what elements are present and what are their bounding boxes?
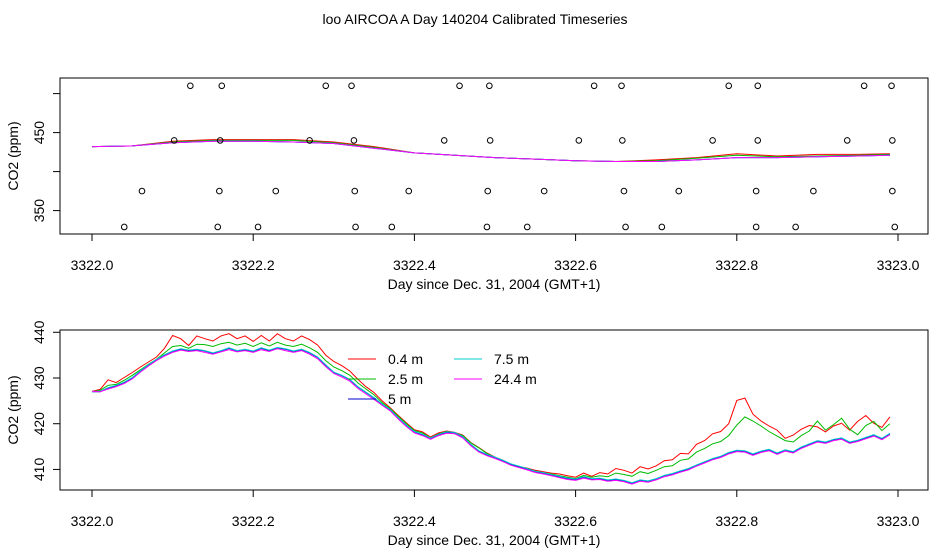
series-line-3 xyxy=(91,346,891,484)
data-point xyxy=(350,137,358,144)
x-tick-label: 3322.6 xyxy=(554,257,597,273)
x-tick-label: 3322.4 xyxy=(393,257,436,273)
data-point xyxy=(214,223,222,231)
data-point xyxy=(486,137,494,144)
x-tick-label: 3322.8 xyxy=(715,257,758,273)
data-point xyxy=(754,137,762,144)
data-point xyxy=(351,187,359,195)
data-point xyxy=(540,187,548,195)
x-tick-label: 3323.0 xyxy=(877,513,920,529)
x-tick-label: 3322.4 xyxy=(393,513,436,529)
data-point xyxy=(523,223,531,231)
data-point xyxy=(810,187,817,195)
figure-title: loo AIRCOA A Day 140204 Calibrated Times… xyxy=(322,11,627,27)
top-plot-frame xyxy=(59,77,929,235)
data-point xyxy=(322,82,330,90)
data-point xyxy=(486,82,493,90)
data-point xyxy=(306,137,313,144)
y-tick-label: 450 xyxy=(31,121,47,145)
data-point xyxy=(254,223,262,231)
data-point xyxy=(889,187,896,195)
data-point xyxy=(618,82,625,90)
y-tick-label: 410 xyxy=(31,458,47,482)
legend-label: 7.5 m xyxy=(494,351,529,367)
data-point xyxy=(709,137,716,144)
top-x-axis: 3322.0 3322.2 3322.4 3322.6 3322.8 3323.0 xyxy=(71,234,920,273)
data-point xyxy=(752,187,760,195)
bottom-y-axis: 410 420 430 440 xyxy=(31,320,60,481)
data-point xyxy=(405,187,413,195)
series-line-4 xyxy=(91,140,890,162)
series-line-2 xyxy=(91,140,890,162)
data-point xyxy=(388,223,396,231)
data-point xyxy=(575,137,583,144)
legend-label: 24.4 m xyxy=(494,371,537,387)
legend: 0.4 m 2.5 m 5 m 7.5 m 24.4 m xyxy=(348,351,537,407)
top-series-lines xyxy=(91,139,890,163)
data-point xyxy=(440,137,448,144)
x-tick-label: 3323.0 xyxy=(877,257,920,273)
series-line-3 xyxy=(91,140,890,162)
x-tick-label: 3322.0 xyxy=(71,513,114,529)
top-points xyxy=(120,82,899,231)
y-tick-label: 350 xyxy=(31,199,47,223)
data-point xyxy=(860,82,868,90)
series-line-4 xyxy=(91,348,891,485)
data-point xyxy=(272,187,280,195)
series-line-1 xyxy=(91,341,891,480)
bottom-x-axis: 3322.0 3322.2 3322.4 3322.6 3322.8 3323.0 xyxy=(71,490,920,529)
bottom-x-axis-label: Day since Dec. 31, 2004 (GMT+1) xyxy=(388,532,601,548)
data-point xyxy=(754,82,762,90)
x-tick-label: 3322.0 xyxy=(71,257,114,273)
data-point xyxy=(187,82,194,90)
x-tick-label: 3322.6 xyxy=(554,513,597,529)
y-tick-label: 430 xyxy=(31,366,47,390)
data-point xyxy=(658,223,666,231)
bottom-plot-frame xyxy=(59,329,929,491)
x-tick-label: 3322.8 xyxy=(715,513,758,529)
data-point xyxy=(675,187,683,195)
data-point xyxy=(622,223,629,231)
top-y-axis-label: CO2 (ppm) xyxy=(5,121,21,190)
data-point xyxy=(218,82,226,90)
data-point xyxy=(619,137,626,144)
data-point xyxy=(138,187,146,195)
data-point xyxy=(216,137,224,144)
data-point xyxy=(216,187,223,195)
x-tick-label: 3322.2 xyxy=(232,257,275,273)
data-point xyxy=(752,223,760,231)
legend-label: 2.5 m xyxy=(388,371,423,387)
bottom-y-axis-label: CO2 (ppm) xyxy=(5,375,21,444)
top-x-axis-label: Day since Dec. 31, 2004 (GMT+1) xyxy=(388,276,601,292)
data-point xyxy=(891,223,899,231)
data-point xyxy=(620,187,628,195)
data-point xyxy=(725,82,733,90)
data-point xyxy=(352,223,359,231)
data-point xyxy=(484,187,492,195)
legend-label: 0.4 m xyxy=(388,351,423,367)
data-point xyxy=(792,223,799,231)
data-point xyxy=(483,223,491,231)
top-y-axis: 350 450 xyxy=(31,93,60,223)
legend-label: 5 m xyxy=(388,391,411,407)
data-point xyxy=(348,82,355,90)
data-point xyxy=(889,137,896,144)
data-point xyxy=(888,82,895,90)
data-point xyxy=(120,223,128,231)
data-point xyxy=(843,137,851,144)
data-point xyxy=(456,82,463,90)
bottom-series-lines xyxy=(91,333,891,485)
data-point xyxy=(590,82,598,90)
series-line-2 xyxy=(92,347,891,484)
data-point xyxy=(170,137,178,144)
x-tick-label: 3322.2 xyxy=(232,513,275,529)
y-tick-label: 420 xyxy=(31,412,47,436)
y-tick-label: 440 xyxy=(31,320,47,344)
